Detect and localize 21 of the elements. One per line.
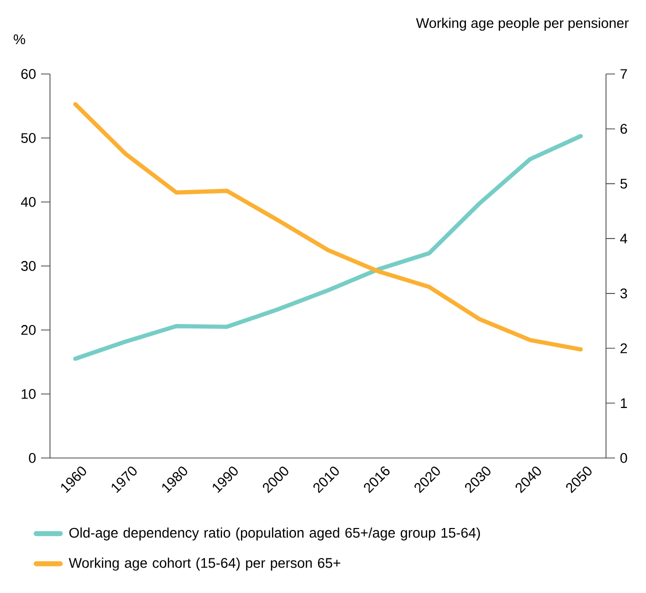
y-tick-label: 20 <box>21 325 36 335</box>
y2-tick-label: 3 <box>620 288 627 298</box>
legend-label: Working age cohort (15-64) per person 65+ <box>68 558 340 571</box>
line-series <box>73 134 583 361</box>
y2-tick-label: 0 <box>620 453 628 463</box>
y2-axis-title: Working age people per pensioner <box>416 18 629 31</box>
y-tick-label: 50 <box>21 133 36 143</box>
y-tick-label: 60 <box>21 69 36 79</box>
y2-tick-label: 7 <box>620 69 627 79</box>
line-series <box>73 102 583 352</box>
y2-tick-label: 4 <box>620 234 628 244</box>
y-tick-label: 0 <box>28 453 36 463</box>
legend-label: Old-age dependency ratio (population aged 65+/age group 15-64) <box>69 527 480 540</box>
y2-tick-label: 1 <box>620 398 627 408</box>
y-tick-label: 40 <box>20 197 36 207</box>
y2-tick-label: 5 <box>620 178 628 189</box>
y-tick-label: 10 <box>22 389 36 399</box>
y-axis-title: % <box>14 34 26 44</box>
y2-tick-label: 2 <box>620 343 627 354</box>
y-tick-label: 30 <box>21 261 36 271</box>
y2-tick-label: 6 <box>620 124 627 134</box>
